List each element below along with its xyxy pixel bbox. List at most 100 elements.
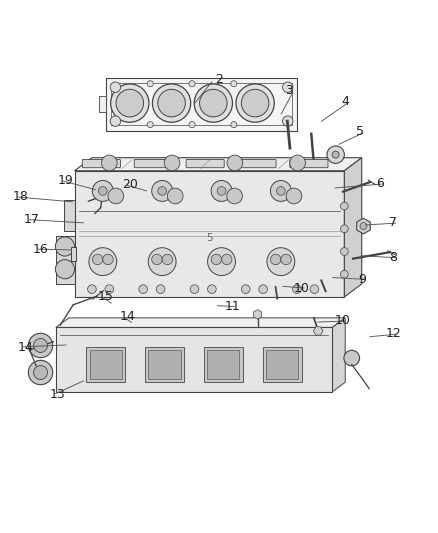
Polygon shape: [344, 158, 362, 297]
Text: 14: 14: [120, 310, 135, 323]
Circle shape: [189, 122, 195, 128]
Circle shape: [208, 248, 236, 276]
Text: 6: 6: [376, 177, 384, 190]
Circle shape: [34, 338, 47, 352]
FancyBboxPatch shape: [290, 159, 328, 168]
Circle shape: [110, 116, 120, 126]
Circle shape: [231, 80, 237, 87]
Circle shape: [340, 248, 348, 255]
Circle shape: [152, 84, 191, 122]
Text: 12: 12: [385, 327, 401, 341]
Circle shape: [231, 122, 237, 128]
Circle shape: [241, 285, 250, 294]
Circle shape: [340, 270, 348, 278]
Text: 15: 15: [98, 289, 114, 303]
Circle shape: [283, 82, 293, 92]
Circle shape: [360, 223, 367, 230]
Text: 17: 17: [24, 213, 40, 226]
Polygon shape: [148, 350, 181, 379]
Text: 7: 7: [389, 216, 397, 230]
FancyBboxPatch shape: [186, 159, 224, 168]
Circle shape: [211, 254, 222, 265]
Circle shape: [217, 187, 226, 195]
Circle shape: [236, 84, 274, 122]
Polygon shape: [64, 200, 74, 231]
Circle shape: [200, 90, 227, 117]
Polygon shape: [357, 218, 370, 234]
Circle shape: [108, 188, 124, 204]
Text: 11: 11: [224, 300, 240, 313]
FancyBboxPatch shape: [134, 159, 172, 168]
Text: 20: 20: [122, 178, 138, 191]
Polygon shape: [254, 310, 261, 319]
Circle shape: [290, 155, 305, 171]
Text: 10: 10: [335, 314, 351, 327]
Polygon shape: [207, 350, 240, 379]
Circle shape: [99, 187, 107, 195]
Circle shape: [344, 350, 360, 366]
Polygon shape: [56, 327, 332, 392]
Polygon shape: [145, 347, 184, 382]
Circle shape: [270, 254, 281, 265]
Polygon shape: [266, 350, 298, 379]
Circle shape: [111, 84, 149, 122]
Circle shape: [110, 82, 120, 92]
Circle shape: [158, 90, 185, 117]
Circle shape: [340, 225, 348, 233]
FancyBboxPatch shape: [82, 159, 120, 168]
Circle shape: [259, 285, 268, 294]
Polygon shape: [332, 318, 345, 392]
Circle shape: [340, 202, 348, 210]
Circle shape: [276, 187, 285, 195]
Circle shape: [105, 285, 114, 294]
Circle shape: [208, 285, 216, 294]
Circle shape: [55, 260, 74, 279]
Circle shape: [293, 285, 301, 294]
Circle shape: [116, 90, 144, 117]
Circle shape: [162, 254, 173, 265]
Text: 14: 14: [18, 341, 33, 353]
Circle shape: [139, 285, 148, 294]
Circle shape: [190, 285, 199, 294]
Text: 10: 10: [294, 282, 310, 295]
Circle shape: [103, 254, 113, 265]
Circle shape: [189, 80, 195, 87]
Circle shape: [152, 181, 173, 201]
Text: 4: 4: [341, 95, 349, 108]
Polygon shape: [86, 347, 125, 382]
Text: 2: 2: [215, 73, 223, 86]
Circle shape: [222, 254, 232, 265]
Polygon shape: [71, 247, 76, 261]
Text: 5: 5: [206, 232, 213, 243]
Circle shape: [281, 254, 291, 265]
Circle shape: [270, 181, 291, 201]
Circle shape: [241, 90, 269, 117]
Text: 13: 13: [50, 389, 66, 401]
Circle shape: [28, 360, 53, 385]
Polygon shape: [56, 236, 74, 284]
Circle shape: [152, 254, 162, 265]
Polygon shape: [262, 347, 302, 382]
Circle shape: [102, 155, 117, 171]
Text: 19: 19: [58, 174, 74, 187]
Circle shape: [194, 84, 233, 122]
FancyBboxPatch shape: [238, 159, 276, 168]
Circle shape: [167, 188, 183, 204]
Circle shape: [227, 188, 242, 204]
Circle shape: [286, 188, 302, 204]
Polygon shape: [106, 78, 297, 131]
Circle shape: [327, 146, 344, 163]
Circle shape: [28, 333, 53, 358]
Text: 16: 16: [33, 243, 49, 256]
Text: 18: 18: [13, 190, 29, 204]
Polygon shape: [99, 96, 106, 112]
Text: 5: 5: [357, 125, 364, 138]
Circle shape: [147, 122, 153, 128]
Circle shape: [34, 366, 47, 379]
Polygon shape: [90, 350, 122, 379]
Circle shape: [158, 187, 166, 195]
Text: 3: 3: [285, 84, 293, 96]
Circle shape: [211, 181, 232, 201]
Text: 9: 9: [359, 273, 367, 286]
Circle shape: [332, 151, 339, 158]
